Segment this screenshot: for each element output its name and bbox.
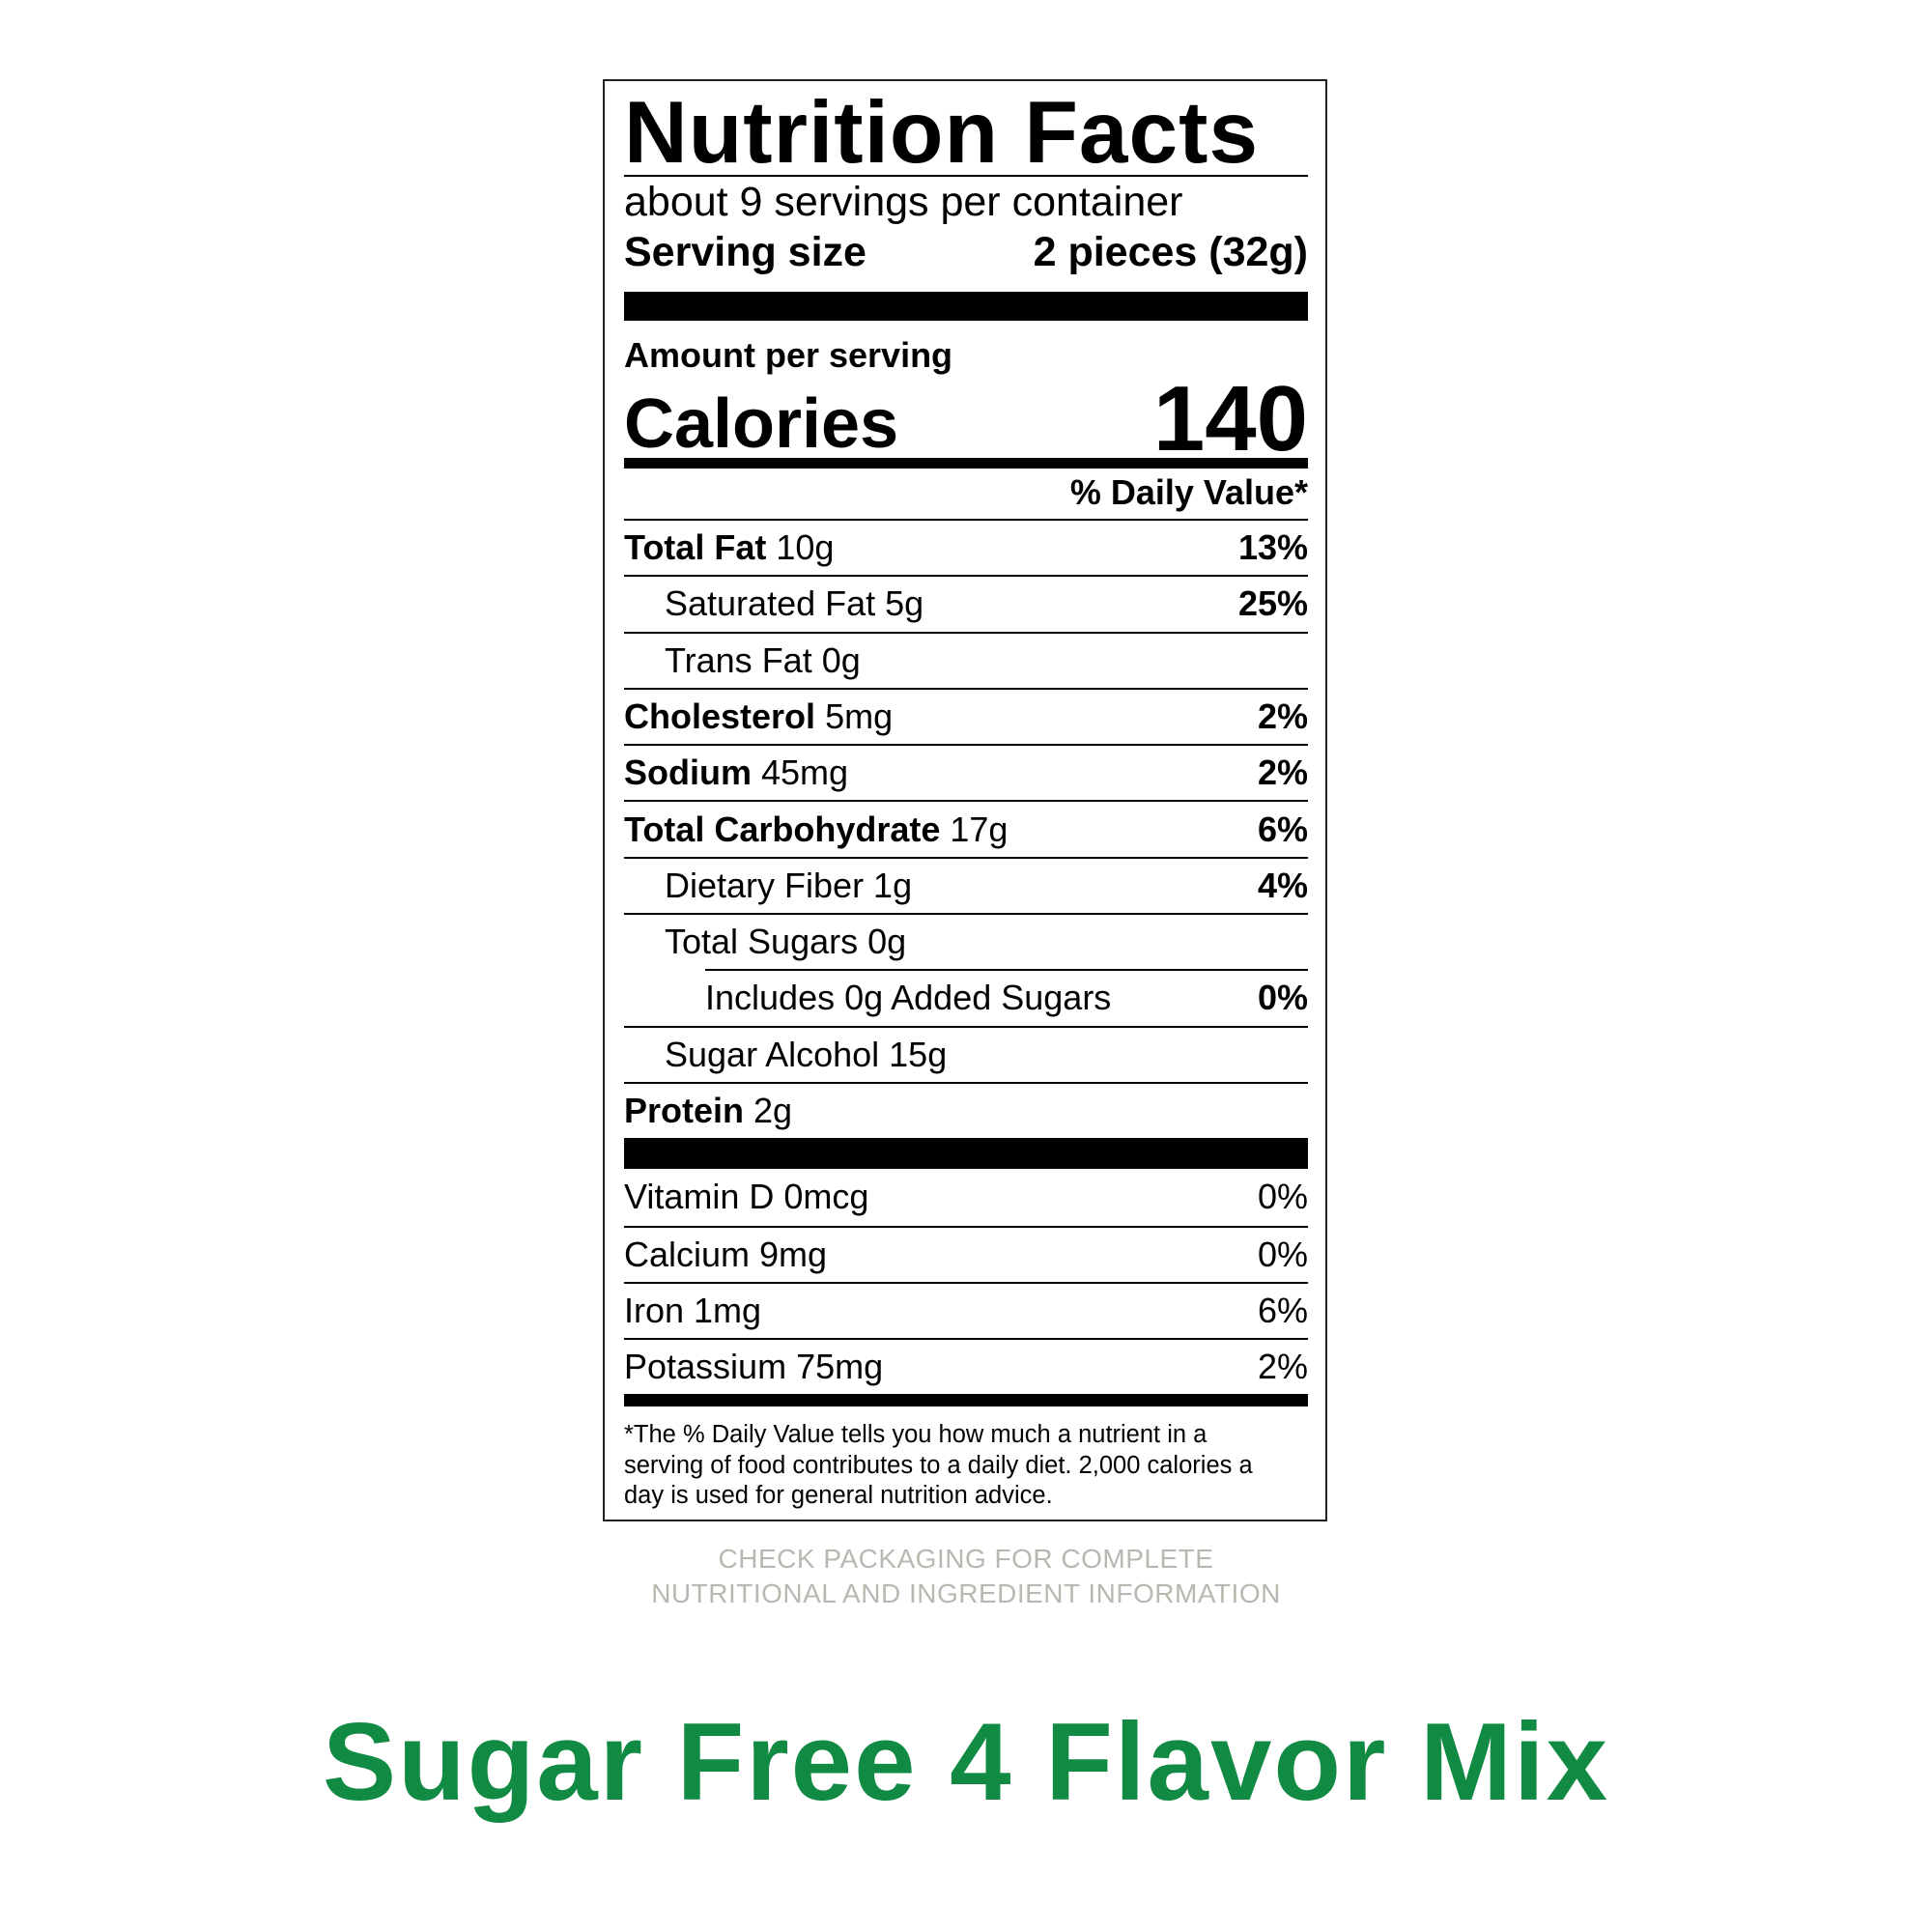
vitamin-dv: 6%	[1257, 1291, 1308, 1330]
packaging-notice: CHECK PACKAGING FOR COMPLETE NUTRITIONAL…	[0, 1542, 1932, 1611]
nutrient-name: Total Sugars 0g	[665, 922, 907, 962]
nutrient-row-sugar-alcohol: Sugar Alcohol 15g	[624, 1025, 1308, 1082]
thick-divider	[624, 1138, 1308, 1170]
nutrient-amount: 17g	[950, 809, 1009, 849]
nutrient-row-sodium: Sodium 45mg 2%	[624, 744, 1308, 800]
medium-divider	[624, 458, 1308, 469]
vitamin-row-potassium: Potassium 75mg 2%	[624, 1338, 1308, 1394]
vitamin-row-calcium: Calcium 9mg 0%	[624, 1225, 1308, 1282]
serving-size-label: Serving size	[624, 229, 867, 275]
amount-per-serving: Amount per serving	[624, 335, 953, 375]
nutrient-row-protein: Protein 2g	[624, 1081, 1308, 1138]
nutrient-row-total-sugars: Total Sugars 0g	[624, 913, 1308, 969]
nutrient-dv: 4%	[1257, 865, 1308, 905]
nutrient-name: Protein	[624, 1091, 745, 1131]
vitamin-name: Vitamin D 0mcg	[624, 1177, 869, 1217]
nutrient-amount: 45mg	[761, 753, 849, 793]
vitamin-dv: 0%	[1257, 1177, 1308, 1217]
serving-size-value: 2 pieces (32g)	[1033, 229, 1308, 275]
notice-line: CHECK PACKAGING FOR COMPLETE	[718, 1544, 1214, 1574]
vitamin-name: Iron 1mg	[624, 1291, 762, 1330]
nutrient-row-dietary-fiber: Dietary Fiber 1g 4%	[624, 856, 1308, 913]
nutrient-row-added-sugars: Includes 0g Added Sugars 0%	[624, 969, 1308, 1025]
nutrient-dv: 2%	[1257, 753, 1308, 793]
vitamin-row-vitamin-d: Vitamin D 0mcg 0%	[624, 1169, 1308, 1225]
serving-size: Serving size 2 pieces (32g)	[624, 228, 1308, 276]
nutrient-name: Dietary Fiber 1g	[665, 865, 913, 905]
vitamin-name: Calcium 9mg	[624, 1234, 828, 1274]
vitamin-row-iron: Iron 1mg 6%	[624, 1281, 1308, 1338]
nutrient-name: Total Carbohydrate	[624, 809, 941, 849]
nutrient-row-saturated-fat: Saturated Fat 5g 25%	[624, 575, 1308, 631]
footnote-line: day is used for general nutrition advice…	[624, 1482, 1053, 1509]
nutrient-dv: 13%	[1237, 527, 1308, 568]
nutrient-amount: 10g	[776, 527, 835, 568]
nutrient-name: Trans Fat 0g	[665, 639, 861, 680]
thick-divider	[624, 292, 1308, 321]
nutrient-name: Cholesterol	[624, 696, 816, 737]
daily-value-header: % Daily Value*	[1069, 472, 1308, 512]
product-name: Sugar Free 4 Flavor Mix	[322, 1701, 1610, 1824]
nutrition-facts-label: Nutrition Facts about 9 servings per con…	[603, 79, 1327, 1521]
footnote-line: *The % Daily Value tells you how much a …	[624, 1421, 1208, 1448]
nutrient-dv: 25%	[1237, 583, 1308, 624]
vitamin-name: Potassium 75mg	[624, 1347, 884, 1387]
nutrient-amount: 5mg	[825, 696, 894, 737]
nutrient-dv: 6%	[1257, 809, 1308, 849]
label-title: Nutrition Facts	[624, 84, 1260, 182]
footnote-line: serving of food contributes to a daily d…	[624, 1451, 1253, 1479]
nutrient-amount: 2g	[753, 1091, 793, 1131]
nutrient-dv: 0%	[1257, 977, 1308, 1017]
nutrient-row-total-carbohydrate: Total Carbohydrate 17g 6%	[624, 800, 1308, 856]
notice-line: NUTRITIONAL AND INGREDIENT INFORMATION	[651, 1578, 1281, 1608]
divider	[624, 175, 1308, 177]
nutrient-name: Total Fat	[624, 527, 767, 568]
nutrient-name: Includes 0g Added Sugars	[705, 977, 1112, 1017]
nutrient-row-total-fat: Total Fat 10g 13%	[624, 519, 1308, 575]
nutrient-name: Saturated Fat 5g	[665, 583, 924, 624]
nutrient-name: Sodium	[624, 753, 752, 793]
calories-row: Calories 140	[624, 371, 1308, 468]
nutrient-dv: 2%	[1257, 696, 1308, 737]
vitamin-dv: 2%	[1257, 1347, 1308, 1387]
nutrient-name: Sugar Alcohol 15g	[665, 1034, 948, 1074]
nutrient-row-trans-fat: Trans Fat 0g	[624, 631, 1308, 688]
vitamin-dv: 0%	[1257, 1234, 1308, 1274]
calories-value: 140	[1152, 367, 1308, 470]
nutrient-row-cholesterol: Cholesterol 5mg 2%	[624, 687, 1308, 744]
nutrient-rows: Total Fat 10g 13% Saturated Fat 5g 25% Tra…	[624, 519, 1308, 1407]
servings-per-container: about 9 servings per container	[624, 179, 1183, 225]
medium-divider	[624, 1394, 1308, 1407]
calories-label: Calories	[624, 385, 899, 463]
daily-value-footnote: *The % Daily Value tells you how much a …	[624, 1420, 1308, 1512]
